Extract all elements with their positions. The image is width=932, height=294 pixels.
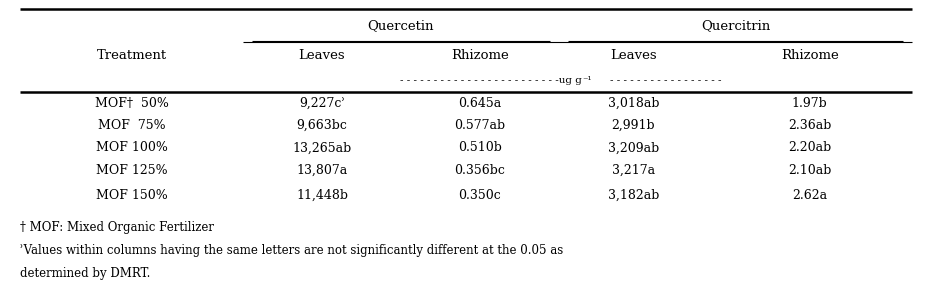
Text: 11,448b: 11,448b [296, 189, 348, 202]
Text: 2.36ab: 2.36ab [788, 119, 831, 132]
Text: Quercetin: Quercetin [368, 19, 434, 32]
Text: 1.97b: 1.97b [792, 97, 828, 110]
Text: 0.577ab: 0.577ab [455, 119, 505, 132]
Text: Quercitrin: Quercitrin [701, 19, 770, 32]
Text: 2.10ab: 2.10ab [788, 163, 831, 177]
Text: MOF 150%: MOF 150% [96, 189, 168, 202]
Text: 0.510b: 0.510b [458, 141, 501, 154]
Text: MOF 125%: MOF 125% [96, 163, 167, 177]
Text: 2.62a: 2.62a [792, 189, 828, 202]
Text: 0.350c: 0.350c [459, 189, 501, 202]
Text: 2.20ab: 2.20ab [788, 141, 831, 154]
Text: Leaves: Leaves [610, 49, 656, 62]
Text: Rhizome: Rhizome [781, 49, 839, 62]
Text: - - - - - - - - - - - - - - - - -: - - - - - - - - - - - - - - - - - [610, 76, 721, 85]
Text: 0.356bc: 0.356bc [455, 163, 505, 177]
Text: 9,227cʾ: 9,227cʾ [299, 97, 345, 110]
Text: 13,807a: 13,807a [296, 163, 348, 177]
Text: 3,182ab: 3,182ab [608, 189, 659, 202]
Text: Leaves: Leaves [298, 49, 345, 62]
Text: 9,663bc: 9,663bc [296, 119, 348, 132]
Text: 3,209ab: 3,209ab [608, 141, 659, 154]
Text: determined by DMRT.: determined by DMRT. [20, 267, 150, 280]
Text: ⁻¹: ⁻¹ [582, 76, 592, 85]
Text: Treatment: Treatment [96, 49, 167, 62]
Text: ʾValues within columns having the same letters are not significantly different a: ʾValues within columns having the same l… [20, 244, 563, 257]
Text: 13,265ab: 13,265ab [293, 141, 351, 154]
Text: 3,217a: 3,217a [611, 163, 655, 177]
Text: 2,991b: 2,991b [611, 119, 655, 132]
Text: † MOF: Mixed Organic Fertilizer: † MOF: Mixed Organic Fertilizer [20, 221, 214, 234]
Text: 0.645a: 0.645a [459, 97, 501, 110]
Text: MOF†  50%: MOF† 50% [94, 97, 169, 110]
Text: Rhizome: Rhizome [451, 49, 509, 62]
Text: MOF  75%: MOF 75% [98, 119, 165, 132]
Text: 3,018ab: 3,018ab [608, 97, 659, 110]
Text: - - - - - - - - - - - - - - - - - - - - - - - -ug g: - - - - - - - - - - - - - - - - - - - - … [400, 76, 582, 85]
Text: MOF 100%: MOF 100% [96, 141, 168, 154]
